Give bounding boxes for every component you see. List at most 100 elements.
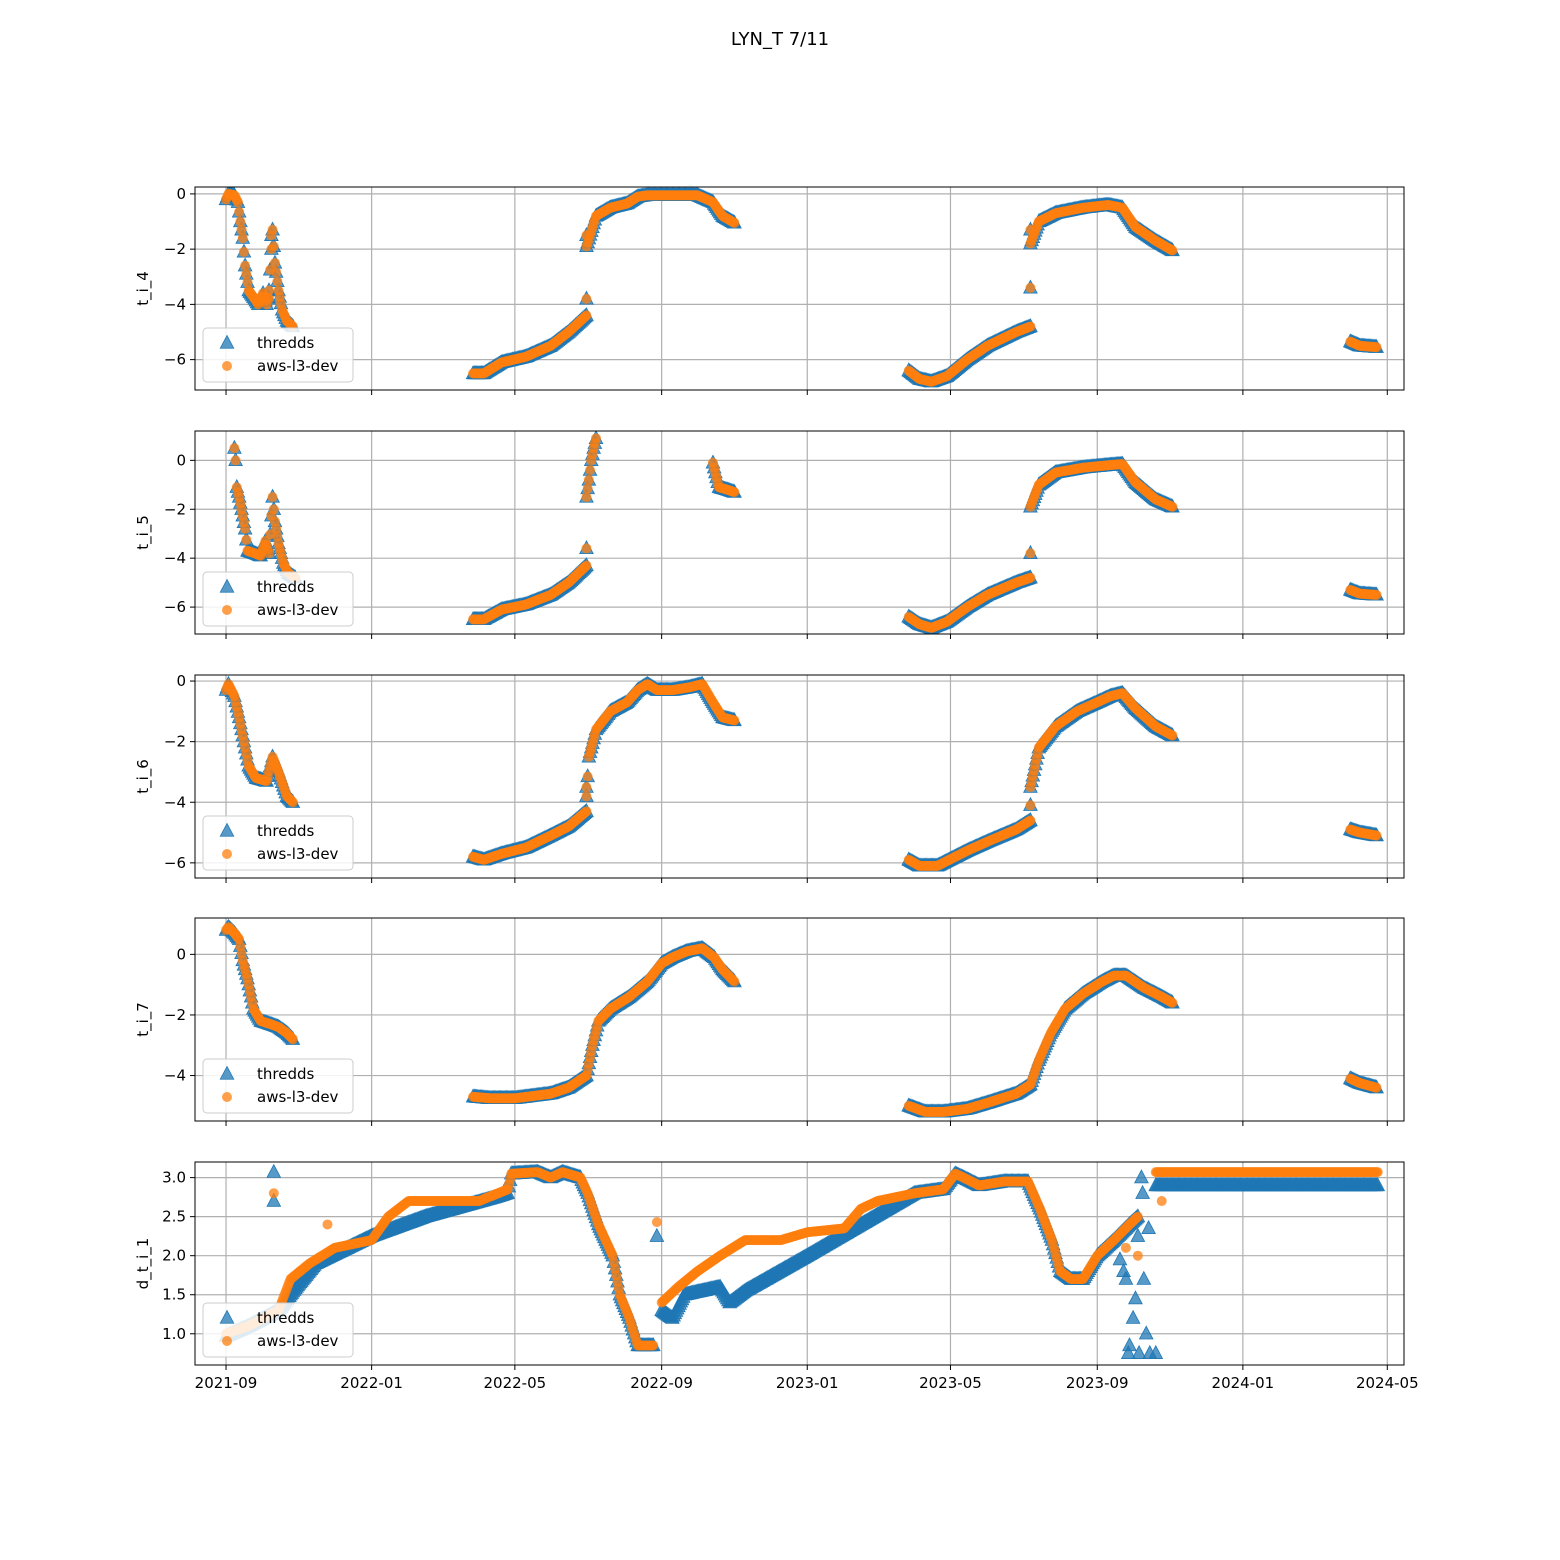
y-tick-label: −2 xyxy=(164,1006,186,1024)
data-point-aws-l3-dev xyxy=(1025,800,1036,811)
data-point-aws-l3-dev xyxy=(1371,589,1382,600)
data-point-aws-l3-dev xyxy=(229,443,240,454)
data-point-aws-l3-dev xyxy=(271,267,282,278)
data-point-aws-l3-dev xyxy=(232,197,243,208)
legend-label-thredds: thredds xyxy=(257,1065,314,1083)
data-point-aws-l3-dev xyxy=(240,260,251,271)
data-point-aws-l3-dev xyxy=(581,543,592,554)
data-point-aws-l3-dev xyxy=(582,483,593,494)
series-aws-l3-dev xyxy=(229,433,1382,633)
data-point-aws-l3-dev xyxy=(581,560,592,571)
legend-box xyxy=(202,571,354,627)
figure-title: LYN_T 7/11 xyxy=(731,29,829,50)
data-point-aws-l3-dev xyxy=(230,455,241,466)
legend-label-thredds: thredds xyxy=(257,334,314,352)
data-point-aws-l3-dev xyxy=(272,276,283,287)
data-point-aws-l3-dev xyxy=(582,771,593,782)
axes-frame xyxy=(194,186,1405,391)
data-point-aws-l3-dev xyxy=(729,217,740,228)
series-aws-l3-dev xyxy=(221,188,1382,387)
x-tick-label: 2024-01 xyxy=(1212,1374,1275,1392)
x-tick-label: 2023-01 xyxy=(776,1374,839,1392)
legend-label-aws-l3-dev: aws-l3-dev xyxy=(257,1088,339,1106)
data-point-aws-l3-dev xyxy=(268,504,279,515)
x-tick-label: 2023-09 xyxy=(1066,1374,1129,1392)
legend-marker-aws-l3-dev xyxy=(222,605,232,615)
legend-label-thredds: thredds xyxy=(257,578,314,596)
data-point-aws-l3-dev xyxy=(235,216,246,227)
x-tick-label: 2022-09 xyxy=(630,1374,693,1392)
data-point-aws-l3-dev xyxy=(1025,548,1036,559)
data-point-aws-l3-dev xyxy=(241,534,252,545)
legend-marker-aws-l3-dev xyxy=(222,1092,232,1102)
data-point-aws-l3-dev xyxy=(236,224,247,235)
axes-frame xyxy=(194,917,1405,1122)
data-point-aws-l3-dev xyxy=(1167,245,1178,256)
data-point-aws-l3-dev xyxy=(581,791,592,802)
y-axis-label: t_i_7 xyxy=(134,1002,153,1037)
legend-label-aws-l3-dev: aws-l3-dev xyxy=(257,845,339,863)
y-tick-label: 1.5 xyxy=(162,1286,186,1304)
data-point-aws-l3-dev xyxy=(269,257,280,268)
data-point-aws-l3-dev xyxy=(238,246,249,257)
y-tick-label: 0 xyxy=(176,185,186,203)
data-point-aws-l3-dev xyxy=(1025,282,1036,293)
legend-box xyxy=(202,815,354,871)
legend-marker-thredds xyxy=(219,334,235,349)
plot-area xyxy=(218,918,1384,1118)
data-point-aws-l3-dev xyxy=(1371,830,1382,841)
data-point-aws-l3-dev xyxy=(234,206,245,217)
data-point-aws-l3-dev xyxy=(266,230,277,241)
legend-box xyxy=(202,327,354,383)
y-tick-label: −4 xyxy=(164,793,186,811)
legend-marker-aws-l3-dev xyxy=(222,849,232,859)
data-point-aws-l3-dev xyxy=(581,230,592,241)
y-tick-label: −2 xyxy=(164,240,186,258)
y-tick-label: 0 xyxy=(176,672,186,690)
data-point-aws-l3-dev xyxy=(242,277,253,288)
y-tick-label: 0 xyxy=(176,945,186,963)
y-tick-label: 0 xyxy=(176,451,186,469)
y-axis-label: t_i_5 xyxy=(134,515,153,550)
data-point-aws-l3-dev xyxy=(1025,321,1036,332)
data-point-aws-l3-dev xyxy=(240,523,251,534)
legend-label-aws-l3-dev: aws-l3-dev xyxy=(257,357,339,375)
y-tick-label: −2 xyxy=(164,500,186,518)
legend-box xyxy=(202,1058,354,1114)
axes-frame xyxy=(194,674,1405,879)
y-tick-label: −2 xyxy=(164,733,186,751)
subplots: 0−2−4−6t_i_4threddsaws-l3-dev0−2−4−6t_i_… xyxy=(134,185,1419,1392)
plot-area xyxy=(218,1163,1386,1359)
data-point-aws-l3-dev xyxy=(287,1034,298,1045)
data-point-aws-l3-dev xyxy=(591,433,602,444)
axes-frame xyxy=(194,430,1405,635)
data-point-aws-l3-dev xyxy=(287,797,298,808)
y-tick-label: −4 xyxy=(164,549,186,567)
data-point-aws-l3-dev xyxy=(263,285,274,296)
y-tick-label: 1.0 xyxy=(162,1325,186,1343)
data-point-aws-l3-dev xyxy=(583,474,594,485)
data-point-aws-l3-dev xyxy=(1167,997,1178,1008)
y-tick-label: −6 xyxy=(164,854,186,872)
y-tick-label: 3.0 xyxy=(162,1169,186,1187)
data-point-aws-l3-dev xyxy=(1371,342,1382,353)
data-point-aws-l3-dev xyxy=(271,523,282,534)
data-point-aws-l3-dev xyxy=(581,782,592,793)
x-tick-label: 2024-05 xyxy=(1356,1374,1419,1392)
data-point-aws-l3-dev xyxy=(729,976,740,987)
data-point-aws-l3-dev xyxy=(267,492,278,503)
data-point-aws-l3-dev xyxy=(581,806,592,817)
data-point-aws-l3-dev xyxy=(1371,1082,1382,1093)
data-point-aws-l3-dev xyxy=(1025,815,1036,826)
legend-marker-thredds xyxy=(219,578,235,593)
data-point-aws-l3-dev xyxy=(1025,572,1036,583)
y-axis-label: d_t_i_1 xyxy=(134,1238,153,1290)
data-point-aws-l3-dev xyxy=(1167,501,1178,512)
